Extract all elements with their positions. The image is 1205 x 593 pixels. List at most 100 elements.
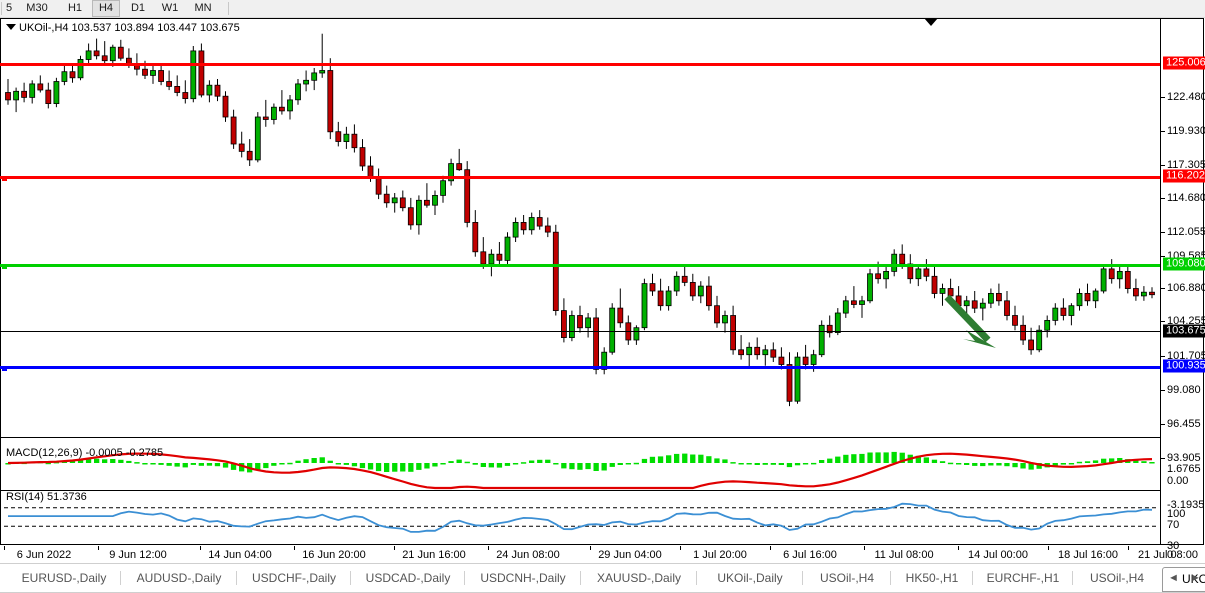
tab-separator <box>1072 571 1073 585</box>
tab-separator <box>120 571 121 585</box>
tab-nav-next-icon[interactable]: ► <box>1190 572 1201 584</box>
timeframe-d1[interactable]: D1 <box>130 2 146 14</box>
time-tick <box>680 546 681 550</box>
price-tick <box>1160 356 1165 357</box>
time-tick <box>394 546 395 550</box>
collapse-triangle-icon[interactable] <box>6 24 16 30</box>
macd-scale-label: 0.00 <box>1167 475 1189 487</box>
time-tick-label: 18 Jul 16:00 <box>1058 549 1118 561</box>
time-tick <box>958 546 959 550</box>
tab-nav-prev-icon[interactable]: ◄ <box>1168 572 1179 584</box>
chart-tab-ukoil--h4[interactable]: UKOil-,H4 <box>1162 567 1205 592</box>
timeframe-mn[interactable]: MN <box>194 2 212 14</box>
price-tick <box>1160 424 1165 425</box>
price-level-badge[interactable]: 116.202 <box>1163 169 1205 183</box>
time-tick <box>864 546 865 550</box>
time-tick-label: 6 Jul 16:00 <box>783 549 837 561</box>
timeframe-5[interactable]: 5 <box>5 2 13 14</box>
rsi-scale-label: 0 <box>1167 549 1174 561</box>
price-tick <box>1160 321 1165 322</box>
tab-separator <box>580 571 581 585</box>
price-axis-divider <box>1160 18 1161 545</box>
chart-drawing-layer <box>4 33 1158 533</box>
timeframe-m30[interactable]: M30 <box>26 2 48 14</box>
timeframe-w1[interactable]: W1 <box>161 2 179 14</box>
price-tick <box>1160 165 1165 166</box>
chart-tab-audusd--daily[interactable]: AUDUSD-,Daily <box>136 571 222 585</box>
chart-tab-eurusd--daily[interactable]: EURUSD-,Daily <box>21 571 107 585</box>
price-level-badge[interactable]: 109.080 <box>1163 257 1205 271</box>
time-tick-label: 24 Jun 08:00 <box>496 549 560 561</box>
level-handle[interactable] <box>2 366 7 371</box>
macd-scale-label: -3.1935 <box>1167 499 1205 511</box>
tab-separator <box>972 571 973 585</box>
tab-separator <box>890 571 891 585</box>
tab-separator <box>696 571 697 585</box>
price-tick-label: 96.455 <box>1167 418 1201 430</box>
price-pane[interactable] <box>1 19 1161 438</box>
price-tick <box>1160 198 1165 199</box>
tab-separator <box>350 571 351 585</box>
macd-label: MACD(12,26,9) -0.0005 -0.2785 <box>6 447 164 459</box>
chart-tab-usdchf--daily[interactable]: USDCHF-,Daily <box>252 571 336 585</box>
chart-tab-usoil--h4[interactable]: USOil-,H4 <box>819 571 874 585</box>
time-tick-label: 21 Jul 08:00 <box>1138 549 1198 561</box>
rsi-series <box>4 502 1158 533</box>
timeframe-h4[interactable]: H4 <box>92 0 120 17</box>
price-tick-label: 122.480 <box>1167 91 1205 103</box>
price-tick <box>1160 390 1165 391</box>
macd-series <box>5 451 1155 490</box>
price-tick-label: 93.905 <box>1167 452 1201 464</box>
level-line-current-price-103[interactable] <box>0 331 1160 332</box>
price-tick-label: 119.930 <box>1167 125 1205 137</box>
price-level-badge[interactable]: 100.935 <box>1163 359 1205 373</box>
chart-tab-xauusd--daily[interactable]: XAUUSD-,Daily <box>596 571 681 585</box>
chart-tab-hk50--h1[interactable]: HK50-,H1 <box>905 571 959 585</box>
tab-separator <box>802 571 803 585</box>
macd-scale-label: 1.6765 <box>1167 463 1201 475</box>
time-tick-label: 9 Jun 12:00 <box>109 549 167 561</box>
timeframe-h1[interactable]: H1 <box>67 2 83 14</box>
price-tick <box>1160 97 1165 98</box>
chart-tab-usdcad--daily[interactable]: USDCAD-,Daily <box>365 571 451 585</box>
time-tick-label: 29 Jun 04:00 <box>598 549 662 561</box>
chart-tab-ukoil--daily[interactable]: UKOil-,Daily <box>717 571 783 585</box>
chart-tab-bar[interactable]: EURUSD-,Daily AUDUSD-,Daily USDCHF-,Daily U… <box>0 563 1205 593</box>
level-line-resistance-125[interactable] <box>0 63 1160 66</box>
price-tick-label: 101.705 <box>1167 350 1205 362</box>
chart-tab-usdcnh--daily[interactable]: USDCNH-,Daily <box>480 571 566 585</box>
time-tick-label: 21 Jun 16:00 <box>402 549 466 561</box>
chart-tab-eurchf--h1[interactable]: EURCHF-,H1 <box>986 571 1060 585</box>
timeframe-toolbar: 5 M30 H1 H4 D1 W1 MN <box>0 0 1205 18</box>
time-tick-label: 14 Jul 00:00 <box>968 549 1028 561</box>
chart-tab-usoil--h4[interactable]: USOil-,H4 <box>1089 571 1144 585</box>
price-tick-label: 112.055 <box>1167 226 1205 238</box>
time-tick <box>770 546 771 550</box>
time-tick <box>294 546 295 550</box>
macd-pane[interactable] <box>1 438 1161 491</box>
level-line-resistance-116[interactable] <box>0 176 1160 181</box>
price-tick <box>1160 232 1165 233</box>
level-line-support-109[interactable] <box>0 264 1160 269</box>
level-handle[interactable] <box>2 176 7 181</box>
tab-separator <box>236 571 237 585</box>
level-line-support-100[interactable] <box>0 366 1160 371</box>
price-tick <box>1160 131 1165 132</box>
price-level-badge[interactable]: 103.675 <box>1163 324 1205 338</box>
price-tick-label: 117.305 <box>1167 159 1205 171</box>
price-tick <box>1160 288 1165 289</box>
rsi-scale-label: 30 <box>1167 540 1180 552</box>
time-tick <box>4 546 5 550</box>
time-tick-label: 11 Jul 08:00 <box>874 549 934 561</box>
price-tick <box>1160 458 1165 459</box>
time-tick-label: 6 Jun 2022 <box>16 549 72 561</box>
time-tick-label: 1 Jul 20:00 <box>693 549 747 561</box>
time-tick <box>98 546 99 550</box>
rsi-scale-label: 100 <box>1167 508 1186 520</box>
time-tick <box>1128 546 1129 550</box>
down-arrow-annotation[interactable] <box>944 294 996 348</box>
price-tick-label: 114.680 <box>1167 192 1205 204</box>
level-handle[interactable] <box>2 264 7 269</box>
time-axis[interactable]: 6 Jun 2022 9 Jun 12:00 14 Jun 04:00 16 Jun … <box>0 546 1204 562</box>
price-level-badge[interactable]: 125.006 <box>1163 56 1205 70</box>
